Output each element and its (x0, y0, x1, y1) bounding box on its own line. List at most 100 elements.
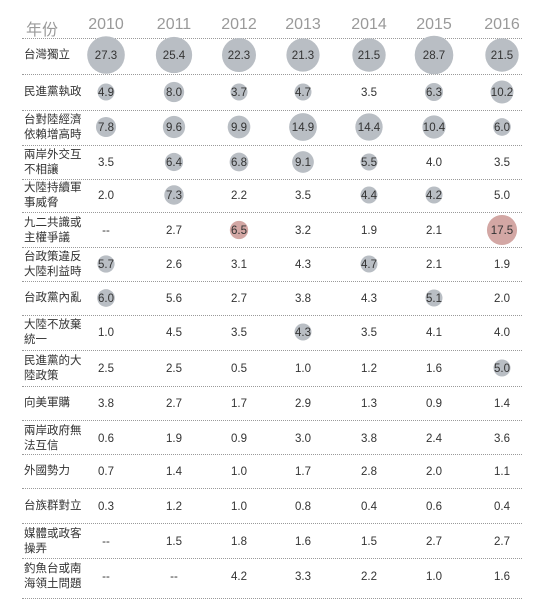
cell-value: 1.5 (166, 536, 182, 548)
cell-value: 3.5 (361, 327, 377, 339)
cell-value: 6.5 (231, 225, 247, 237)
cell-value: 0.7 (98, 466, 114, 478)
cell-value: 2.4 (426, 433, 443, 445)
cell-value: 1.9 (166, 433, 182, 445)
cell-value: 2.7 (231, 293, 247, 305)
cell-value: 2.0 (426, 466, 442, 478)
cell-value: 14.9 (292, 122, 314, 134)
value-circle (355, 113, 383, 141)
cell-value: 21.5 (491, 50, 513, 62)
cell-value: 4.9 (98, 87, 114, 99)
row-separator (22, 598, 522, 599)
year-header: 2010 (88, 16, 124, 33)
row-separator (22, 454, 522, 455)
row-label: 九二共識或主權爭議 (24, 215, 82, 244)
value-circle (286, 38, 320, 72)
row-label: 台政黨內亂 (24, 290, 82, 304)
cell-value: 4.2 (426, 190, 442, 202)
cell-value: 0.9 (426, 398, 442, 410)
cell-value: 1.6 (426, 363, 442, 375)
row-separator (22, 247, 522, 248)
value-circle (289, 113, 317, 141)
cell-value: 1.0 (295, 363, 311, 375)
row-label: 台對陸經濟依賴增高時 (24, 112, 82, 141)
cell-value: 1.2 (361, 363, 377, 375)
cell-value: 2.1 (426, 259, 442, 271)
row-label: 大陸持續軍事威脅 (24, 180, 82, 209)
cell-value: 4.3 (295, 259, 311, 271)
cell-value: 9.6 (166, 122, 182, 134)
value-circle (360, 255, 378, 273)
cell-value: 4.1 (426, 327, 442, 339)
row-separator (22, 350, 522, 351)
year-header: 2013 (285, 16, 321, 33)
year-header: 2012 (221, 16, 257, 33)
value-circle (493, 118, 511, 136)
value-circle (164, 185, 184, 205)
value-circle (164, 152, 184, 172)
cell-value: 0.4 (361, 501, 378, 513)
cell-value: 2.7 (166, 225, 182, 237)
value-circle (97, 289, 115, 307)
year-header: 2015 (416, 16, 452, 33)
cell-value: 4.3 (295, 327, 311, 339)
cell-value: -- (102, 571, 110, 583)
cell-value: 21.5 (358, 50, 380, 62)
value-circle (490, 80, 514, 104)
row-separator (22, 179, 522, 180)
row-separator (22, 488, 522, 489)
cell-value: 3.0 (295, 433, 311, 445)
row-separator (22, 110, 522, 111)
value-circle (486, 214, 518, 246)
row-label: 民進黨的大陸政策 (24, 353, 82, 382)
cell-value: 1.3 (361, 398, 377, 410)
cell-value: 3.2 (295, 225, 311, 237)
cell-value: 25.4 (163, 50, 186, 62)
value-circle (414, 35, 454, 75)
value-circle (162, 115, 186, 139)
value-circle (424, 82, 444, 102)
cell-value: 5.1 (426, 293, 442, 305)
corner-label: 年份 (26, 22, 59, 39)
cell-value: 2.9 (295, 398, 311, 410)
year-header: 2014 (351, 16, 387, 33)
cell-value: 3.7 (231, 87, 247, 99)
cell-value: 2.8 (361, 466, 377, 478)
row-label: 民進黨執政 (24, 84, 82, 98)
cell-value: 2.1 (426, 225, 442, 237)
cell-value: 3.5 (231, 327, 247, 339)
value-circle (352, 38, 386, 72)
cell-value: 4.7 (361, 259, 377, 271)
cell-value: 2.2 (231, 190, 247, 202)
cell-value: 3.5 (361, 87, 377, 99)
value-circle (227, 115, 251, 139)
cell-value: 6.0 (98, 293, 114, 305)
value-circle (221, 37, 257, 73)
value-circle (422, 115, 446, 139)
value-circle (97, 255, 115, 273)
row-label: 台族群對立 (24, 498, 82, 512)
value-circle (155, 36, 193, 74)
cell-value: 5.0 (494, 363, 510, 375)
row-separator (22, 386, 522, 387)
cell-value: -- (170, 571, 178, 583)
row-label: 媒體或政客操弄 (24, 526, 82, 555)
cell-value: 4.0 (426, 157, 442, 169)
cell-value: 5.0 (494, 190, 510, 202)
year-header: 2011 (156, 16, 192, 33)
row-separator (22, 74, 522, 75)
cell-value: 2.6 (166, 259, 182, 271)
cell-value: 4.2 (231, 571, 247, 583)
cell-value: 14.4 (358, 122, 381, 134)
cell-value: 3.5 (494, 157, 510, 169)
cell-value: 3.8 (98, 398, 114, 410)
row-separator (22, 558, 522, 559)
cell-value: 1.4 (166, 466, 183, 478)
cell-value: 1.9 (361, 225, 377, 237)
value-circle (425, 186, 443, 204)
cell-value: 9.9 (231, 122, 247, 134)
cell-value: 1.9 (494, 259, 510, 271)
row-label: 兩岸外交互不相讓 (24, 147, 82, 176)
